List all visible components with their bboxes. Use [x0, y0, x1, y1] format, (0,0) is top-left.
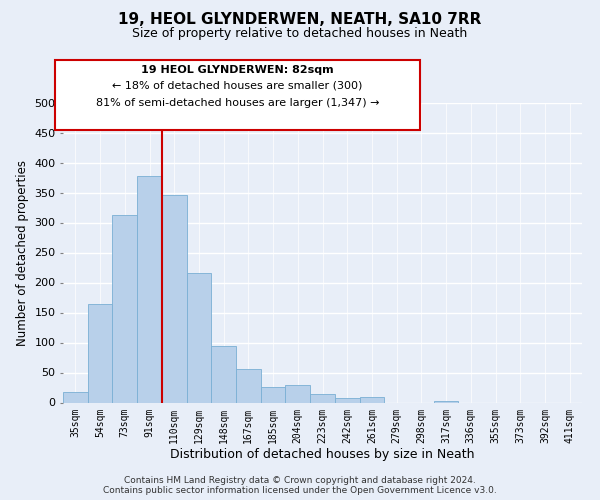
Text: Contains public sector information licensed under the Open Government Licence v3: Contains public sector information licen…: [103, 486, 497, 495]
Bar: [63, 392, 88, 402]
Bar: [286, 384, 310, 402]
Bar: [112, 214, 137, 402]
Bar: [88, 304, 112, 402]
Bar: [236, 369, 261, 402]
Bar: [261, 387, 286, 402]
Bar: [137, 176, 162, 402]
Bar: [359, 396, 384, 402]
Text: ← 18% of detached houses are smaller (300): ← 18% of detached houses are smaller (30…: [112, 81, 363, 91]
Bar: [310, 394, 335, 402]
Text: 81% of semi-detached houses are larger (1,347) →: 81% of semi-detached houses are larger (…: [96, 98, 379, 108]
Bar: [211, 346, 236, 403]
Text: 19, HEOL GLYNDERWEN, NEATH, SA10 7RR: 19, HEOL GLYNDERWEN, NEATH, SA10 7RR: [118, 12, 482, 28]
Bar: [335, 398, 359, 402]
X-axis label: Distribution of detached houses by size in Neath: Distribution of detached houses by size …: [170, 448, 475, 461]
Bar: [187, 273, 211, 402]
Y-axis label: Number of detached properties: Number of detached properties: [16, 160, 29, 346]
Text: Contains HM Land Registry data © Crown copyright and database right 2024.: Contains HM Land Registry data © Crown c…: [124, 476, 476, 485]
Text: 19 HEOL GLYNDERWEN: 82sqm: 19 HEOL GLYNDERWEN: 82sqm: [141, 65, 334, 75]
Text: Size of property relative to detached houses in Neath: Size of property relative to detached ho…: [133, 28, 467, 40]
Bar: [162, 195, 187, 402]
